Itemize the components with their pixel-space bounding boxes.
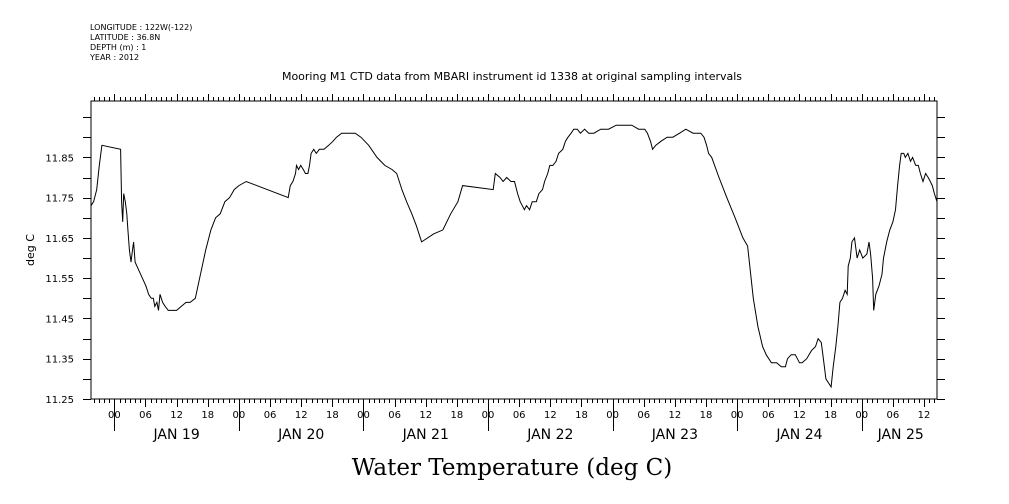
x-day-label: JAN 24 — [775, 427, 822, 443]
y-tick-label: 11.45 — [45, 314, 74, 325]
plot-frame — [90, 100, 938, 400]
x-tick-label: 18 — [326, 410, 339, 421]
x-day-label: JAN 22 — [526, 427, 573, 443]
x-tick-label: 00 — [482, 410, 495, 421]
x-tick-label: 12 — [419, 410, 432, 421]
y-tick-label: 11.35 — [45, 355, 74, 366]
x-tick-label: 00 — [108, 410, 121, 421]
metadata-block: LONGITUDE : 122W(-122)LATITUDE : 36.8NDE… — [89, 23, 192, 62]
x-day-label: JAN 21 — [402, 427, 449, 443]
x-day-label: JAN 25 — [877, 427, 924, 443]
chart-title: Mooring M1 CTD data from MBARI instrumen… — [282, 70, 742, 83]
meta-line: YEAR : 2012 — [89, 53, 139, 62]
x-tick-label: 18 — [824, 410, 837, 421]
x-tick-label: 18 — [575, 410, 588, 421]
x-tick-label: 12 — [544, 410, 557, 421]
x-tick-label: 06 — [139, 410, 152, 421]
x-tick-label: 18 — [201, 410, 214, 421]
x-tick-label: 06 — [887, 410, 900, 421]
x-day-label: JAN 20 — [277, 427, 324, 443]
meta-line: LONGITUDE : 122W(-122) — [90, 23, 192, 32]
x-tick-label: 00 — [606, 410, 619, 421]
x-day-label: JAN 23 — [651, 427, 698, 443]
x-tick-label: 06 — [762, 410, 775, 421]
x-tick-label: 12 — [793, 410, 806, 421]
y-tick-label: 11.75 — [45, 194, 74, 205]
x-tick-labels: 00 06 12 18 00 06 12 18 00 06 12 18 00 06 12 18 00 06 12 18… — [108, 410, 930, 421]
x-tick-label: 00 — [855, 410, 868, 421]
x-tick-label: 06 — [264, 410, 277, 421]
y-tick-label: 11.25 — [45, 395, 74, 406]
axis-ticks — [83, 94, 945, 431]
x-tick-label: 12 — [918, 410, 931, 421]
temperature-series-line — [90, 124, 938, 389]
y-tick-label: 11.65 — [45, 234, 74, 245]
meta-line: LATITUDE : 36.8N — [90, 33, 160, 42]
x-axis-label: Water Temperature (deg C) — [352, 455, 672, 481]
x-day-labels: JAN 19 JAN 20 JAN 21 JAN 22 JAN 23 JAN 24 JAN … — [153, 427, 924, 443]
x-tick-label: 06 — [513, 410, 526, 421]
x-tick-label: 00 — [233, 410, 246, 421]
x-tick-label: 00 — [357, 410, 370, 421]
y-tick-label: 11.55 — [45, 274, 74, 285]
y-tick-labels: 11.25 11.35 11.45 11.55 11.65 11.75 11.85 — [45, 153, 74, 406]
x-tick-label: 18 — [700, 410, 713, 421]
x-tick-label: 12 — [295, 410, 308, 421]
x-tick-label: 18 — [451, 410, 464, 421]
x-tick-label: 06 — [388, 410, 401, 421]
x-tick-label: 12 — [669, 410, 682, 421]
meta-line: DEPTH (m) : 1 — [90, 43, 146, 52]
y-tick-label: 11.85 — [45, 153, 74, 164]
x-tick-label: 06 — [637, 410, 650, 421]
x-day-label: JAN 19 — [153, 427, 200, 443]
y-axis-label: deg C — [24, 234, 37, 266]
x-tick-label: 12 — [170, 410, 183, 421]
x-tick-label: 00 — [731, 410, 744, 421]
